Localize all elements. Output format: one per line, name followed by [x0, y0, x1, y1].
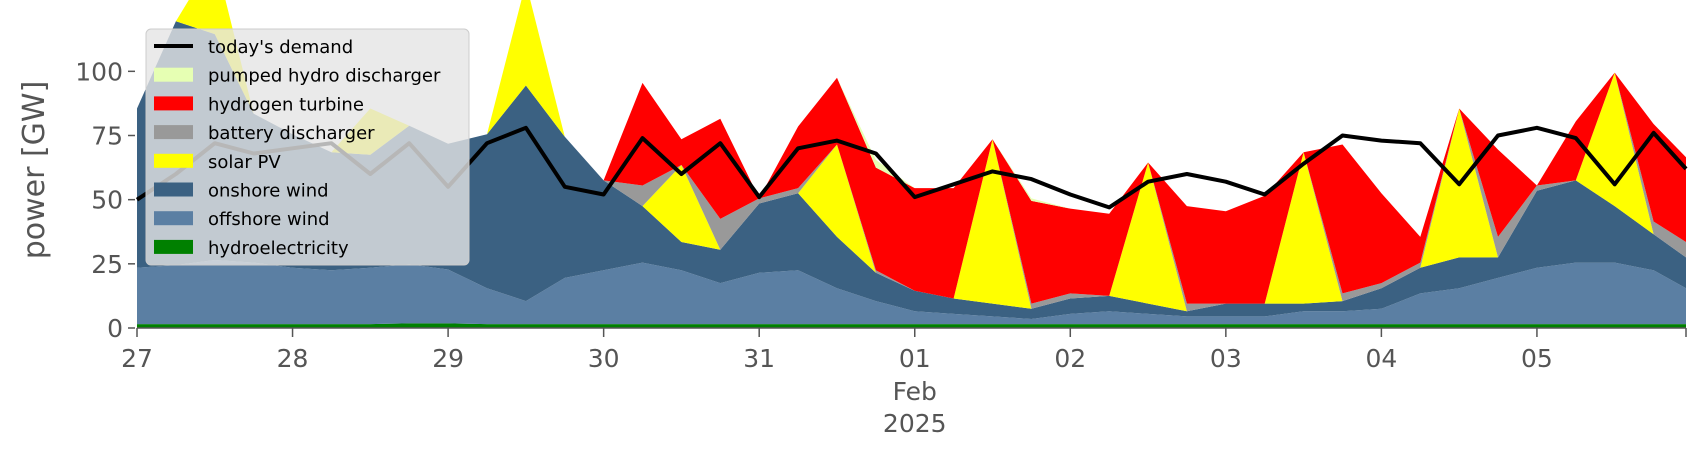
- x-axis-ticks: 27 28 29 30 31 01 Feb 2025 02 03 04 05: [121, 328, 1687, 438]
- y-tick-label: 25: [91, 250, 123, 279]
- y-axis-ticks: 0 25 50 75 100: [75, 57, 135, 343]
- legend-label: hydrogen turbine: [208, 94, 364, 115]
- y-tick-label: 75: [91, 122, 123, 151]
- x-tick-label: 05: [1521, 344, 1553, 373]
- area-onshore-wind: [137, 21, 1686, 320]
- x-tick-label: 31: [743, 344, 775, 373]
- x-tick-label: 29: [432, 344, 464, 373]
- legend-label: pumped hydro discharger: [208, 66, 441, 87]
- legend-label: onshore wind: [208, 181, 329, 202]
- y-tick-label: 0: [107, 314, 123, 343]
- x-tick-label: 28: [277, 344, 309, 373]
- x-tick-label: 01: [899, 344, 931, 373]
- legend-swatch: [154, 67, 193, 82]
- legend-label: solar PV: [208, 152, 281, 173]
- area-hydrogen-turbine: [137, 0, 1686, 304]
- x-tick-sublabel: 2025: [883, 409, 947, 438]
- x-tick-label: 27: [121, 344, 153, 373]
- legend-swatch: [154, 125, 193, 140]
- legend-label: hydroelectricity: [208, 238, 349, 259]
- stacked-area-layer: [137, 0, 1686, 328]
- legend-swatch: [154, 182, 193, 197]
- legend: today's demand pumped hydro discharger hyd…: [145, 28, 470, 266]
- y-axis-label: power [GW]: [17, 81, 52, 260]
- x-tick-label: 04: [1365, 344, 1397, 373]
- area-offshore-wind: [137, 260, 1686, 325]
- y-tick-label: 100: [75, 57, 123, 86]
- x-tick-label: 02: [1054, 344, 1086, 373]
- legend-label: offshore wind: [208, 209, 330, 230]
- legend-swatch: [154, 239, 193, 254]
- y-tick-label: 50: [91, 186, 123, 215]
- area-solar-pv: [137, 0, 1686, 312]
- x-tick-label: 03: [1210, 344, 1242, 373]
- legend-label: battery discharger: [208, 123, 375, 144]
- legend-swatch: [154, 153, 193, 168]
- x-tick-label: 30: [588, 344, 620, 373]
- x-tick-sublabel: Feb: [893, 377, 937, 406]
- legend-box: [145, 28, 470, 266]
- area-hydroelectricity: [137, 323, 1686, 328]
- legend-swatch: [154, 211, 193, 226]
- legend-label: today's demand: [208, 37, 353, 58]
- axes: 0 25 50 75 100 27 28 29 30 31 01 Feb 2025 02 03 04 05: [75, 57, 1687, 438]
- legend-swatch: [154, 96, 193, 111]
